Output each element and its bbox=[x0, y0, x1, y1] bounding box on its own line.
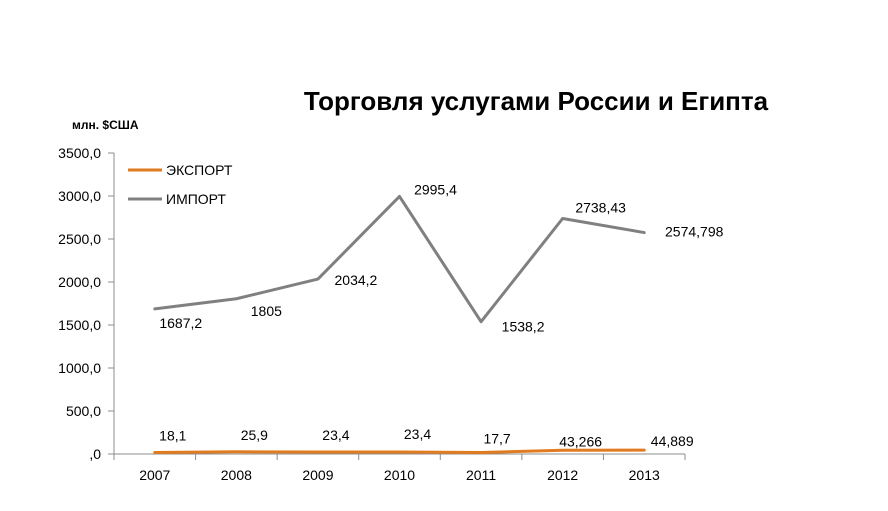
axes: ,0 500,0 1000,0 1500,0 2000,0 2500,0 3000,0 350… bbox=[58, 145, 686, 483]
data-label: 2574,798 bbox=[665, 224, 724, 240]
x-tick-label: 2011 bbox=[466, 467, 496, 483]
data-label: 43,266 bbox=[559, 433, 602, 449]
y-tick-label: 2500,0 bbox=[58, 231, 101, 247]
series-line-import bbox=[153, 194, 646, 324]
x-tick-label: 2009 bbox=[302, 467, 333, 483]
series-layer bbox=[153, 194, 646, 454]
x-tick-label: 2012 bbox=[547, 467, 578, 483]
y-tick-label: 3500,0 bbox=[58, 145, 101, 161]
y-tick-label: ,0 bbox=[89, 446, 101, 462]
legend-label: ЭКСПОРТ bbox=[166, 162, 233, 178]
legend-label: ИМПОРТ bbox=[166, 191, 226, 207]
y-tick-label: 1000,0 bbox=[58, 360, 101, 376]
data-label: 23,4 bbox=[322, 427, 349, 443]
data-label: 44,889 bbox=[651, 433, 694, 449]
x-tick-label: 2008 bbox=[221, 467, 252, 483]
x-tick-label: 2010 bbox=[384, 467, 415, 483]
data-label: 2034,2 bbox=[335, 272, 378, 288]
y-tick-label: 2000,0 bbox=[58, 274, 101, 290]
data-label: 1805 bbox=[251, 303, 282, 319]
data-label: 17,7 bbox=[483, 430, 510, 446]
y-tick-label: 1500,0 bbox=[58, 317, 101, 333]
data-labels: 18,1 25,9 23,4 23,4 17,7 43,266 44,889 1687,2 18… bbox=[159, 181, 723, 449]
chart-title: Торговля услугами России и Египта bbox=[304, 86, 769, 116]
data-label: 23,4 bbox=[404, 426, 431, 442]
data-label: 2995,4 bbox=[414, 181, 457, 197]
data-label: 25,9 bbox=[241, 427, 268, 443]
x-tick-label: 2007 bbox=[139, 467, 170, 483]
data-label: 1538,2 bbox=[502, 319, 545, 335]
x-tick-label: 2013 bbox=[629, 467, 660, 483]
data-label: 1687,2 bbox=[159, 315, 202, 331]
y-tick-label: 500,0 bbox=[66, 403, 101, 419]
legend: ЭКСПОРТ ИМПОРТ bbox=[128, 162, 233, 207]
data-label: 18,1 bbox=[159, 427, 186, 443]
series-line-export bbox=[153, 448, 646, 454]
data-label: 2738,43 bbox=[575, 199, 626, 215]
y-axis-unit-label: млн. $США bbox=[72, 118, 139, 132]
y-tick-label: 3000,0 bbox=[58, 188, 101, 204]
